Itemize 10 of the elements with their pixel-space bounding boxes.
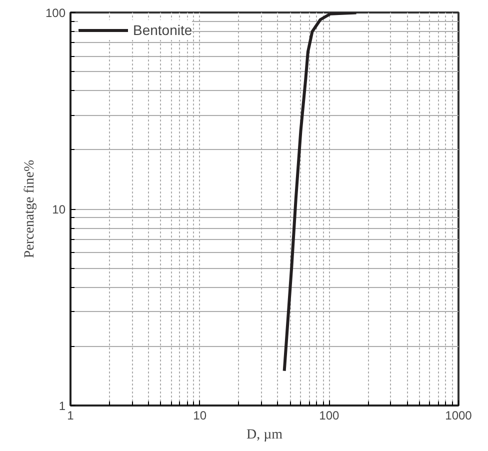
y-tick-label: 100: [45, 6, 66, 20]
legend-label: Bentonite: [133, 22, 192, 38]
y-tick-label: 1: [58, 399, 66, 413]
x-tick-label: 1: [67, 408, 74, 422]
x-tick-label: 100: [319, 408, 340, 422]
x-tick-label: 1000: [445, 408, 472, 422]
x-axis-title: D, µm: [246, 428, 283, 442]
y-axis-title: Percenatge fine%: [22, 159, 38, 258]
y-tick-label: 10: [52, 202, 66, 216]
x-tick-label: 10: [193, 408, 207, 422]
